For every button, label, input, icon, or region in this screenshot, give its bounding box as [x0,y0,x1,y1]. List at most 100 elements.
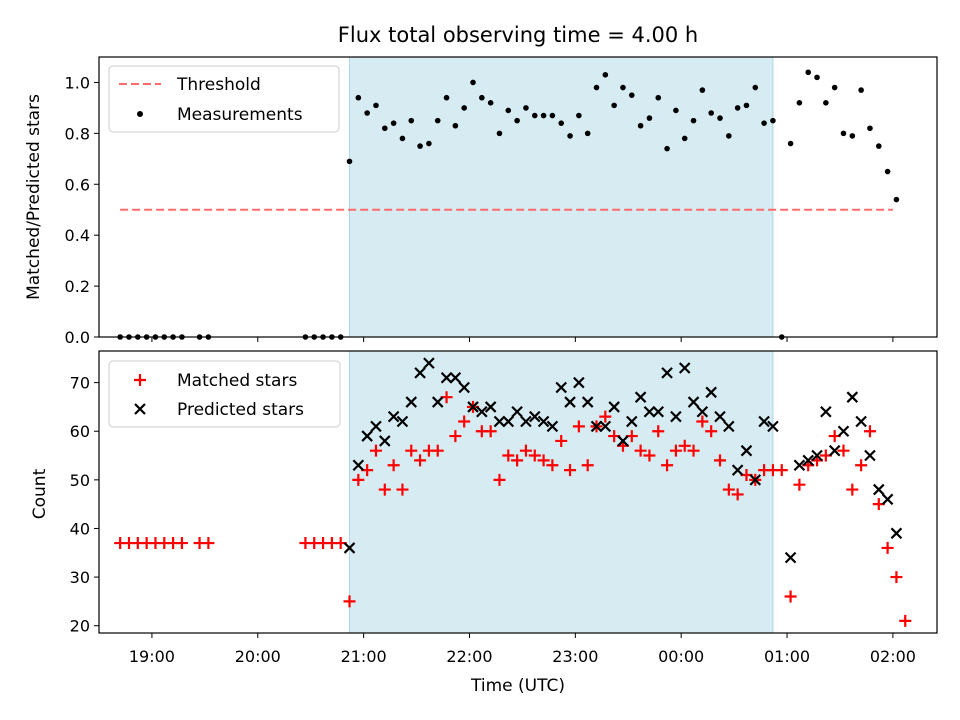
measurement-point [470,79,476,86]
y-tick-label: 1.0 [65,73,90,92]
observing-window-shade [349,350,774,634]
matched-star-point [634,444,647,457]
predicted-star-point [758,415,770,428]
measurement-point [382,125,388,132]
predicted-star-point [484,401,497,413]
predicted-star-point [608,401,620,413]
measurement-point [805,69,812,76]
predicted-star-point [528,410,541,423]
matched-star-point [378,483,391,496]
x-tick-label: 22:00 [446,647,492,666]
x-axis-label: Time (UTC) [470,676,565,696]
measurement-point [734,105,741,111]
measurement-point [823,100,829,106]
measurement-point [584,130,591,137]
y-axis-label-top: Matched/Predicted stars [24,94,44,300]
matched-star-point [546,459,559,472]
measurement-point [417,143,423,149]
measurement-point [814,74,820,81]
x-tick-label: 02:00 [870,647,916,666]
measurement-point [602,72,609,78]
matched-star-point [643,449,656,462]
y-tick-label: 0.8 [65,124,90,143]
measurement-point [893,196,900,203]
measurement-point [487,100,494,106]
predicted-star-point [546,420,559,433]
predicted-star-point [837,425,850,438]
y-tick-label: 0.6 [65,175,90,194]
measurement-point [390,120,397,126]
predicted-star-point [881,493,894,506]
y-tick-label: 0.4 [65,226,90,245]
legend-matched-swatch [134,374,146,386]
predicted-star-point [379,435,391,447]
measurement-point [787,140,794,147]
matched-star-point [502,449,515,462]
matched-star-point [414,454,427,467]
predicted-star-point [537,415,550,428]
predicted-star-point [731,464,744,476]
matched-star-point [722,483,735,496]
matched-star-point [714,454,727,467]
matched-star-point [599,410,612,423]
predicted-star-point [696,405,709,418]
predicted-star-point [431,396,444,408]
predicted-star-point [705,386,717,399]
measurement-point [364,110,370,116]
predicted-star-point [414,367,426,379]
predicted-star-point [467,401,479,413]
y-axis-label-bottom: Count [30,468,50,519]
predicted-star-point [599,420,612,433]
measurement-point [717,115,723,121]
legend-bottom-frame [108,360,341,428]
predicted-star-point [423,357,435,369]
measurement-point [452,122,459,129]
predicted-star-point [714,410,726,423]
y-tick-label: 60 [70,422,90,441]
matched-star-point [431,444,444,457]
legend-measurements-swatch [137,111,143,117]
measurement-point [514,117,520,124]
measurement-point [355,94,362,101]
y-tick-label: 0.0 [65,328,90,347]
x-tick-label: 19:00 [129,647,175,666]
matched-star-point [511,454,524,467]
measurement-point [496,130,503,137]
y-tick-label: 30 [70,568,90,587]
matched-star-point [369,444,382,457]
predicted-star-point [617,435,629,447]
matched-star-point [687,444,700,457]
y-tick-label: 70 [70,374,90,393]
predicted-star-point [846,391,859,403]
predicted-star-point [767,420,779,433]
matched-star-point [537,454,550,467]
matched-star-point [669,444,682,457]
predicted-star-point [749,474,762,486]
matched-star-point [528,449,541,462]
measurement-point [637,122,644,129]
matched-star-point [581,459,594,472]
predicted-star-point [784,551,797,564]
measurement-point [505,107,512,114]
predicted-star-point [352,459,365,472]
legend-predicted-label: Predicted stars [177,400,304,420]
measurement-point [443,94,450,101]
matched-star-point [572,420,585,433]
legend-matched-label: Matched stars [177,371,297,391]
measurement-point [708,110,714,116]
matched-star-point [519,444,532,457]
matched-star-point [899,614,912,627]
predicted-star-point [370,420,382,433]
measurement-point [726,133,732,139]
predicted-star-point [590,420,603,433]
legend-threshold-label: Threshold [176,75,261,95]
star-count-panel: 20 30 40 50 60 70 19:00 20:00 21:00 22:00 23:00 00:… [70,350,938,666]
legend-measurements-label: Measurements [177,105,303,125]
matched-star-point [555,434,568,447]
predicted-star-point [873,483,885,496]
measurement-point [593,84,600,91]
measurement-point [867,125,873,132]
predicted-star-point [493,415,506,428]
measurement-point [770,117,776,124]
predicted-star-point [476,405,488,418]
